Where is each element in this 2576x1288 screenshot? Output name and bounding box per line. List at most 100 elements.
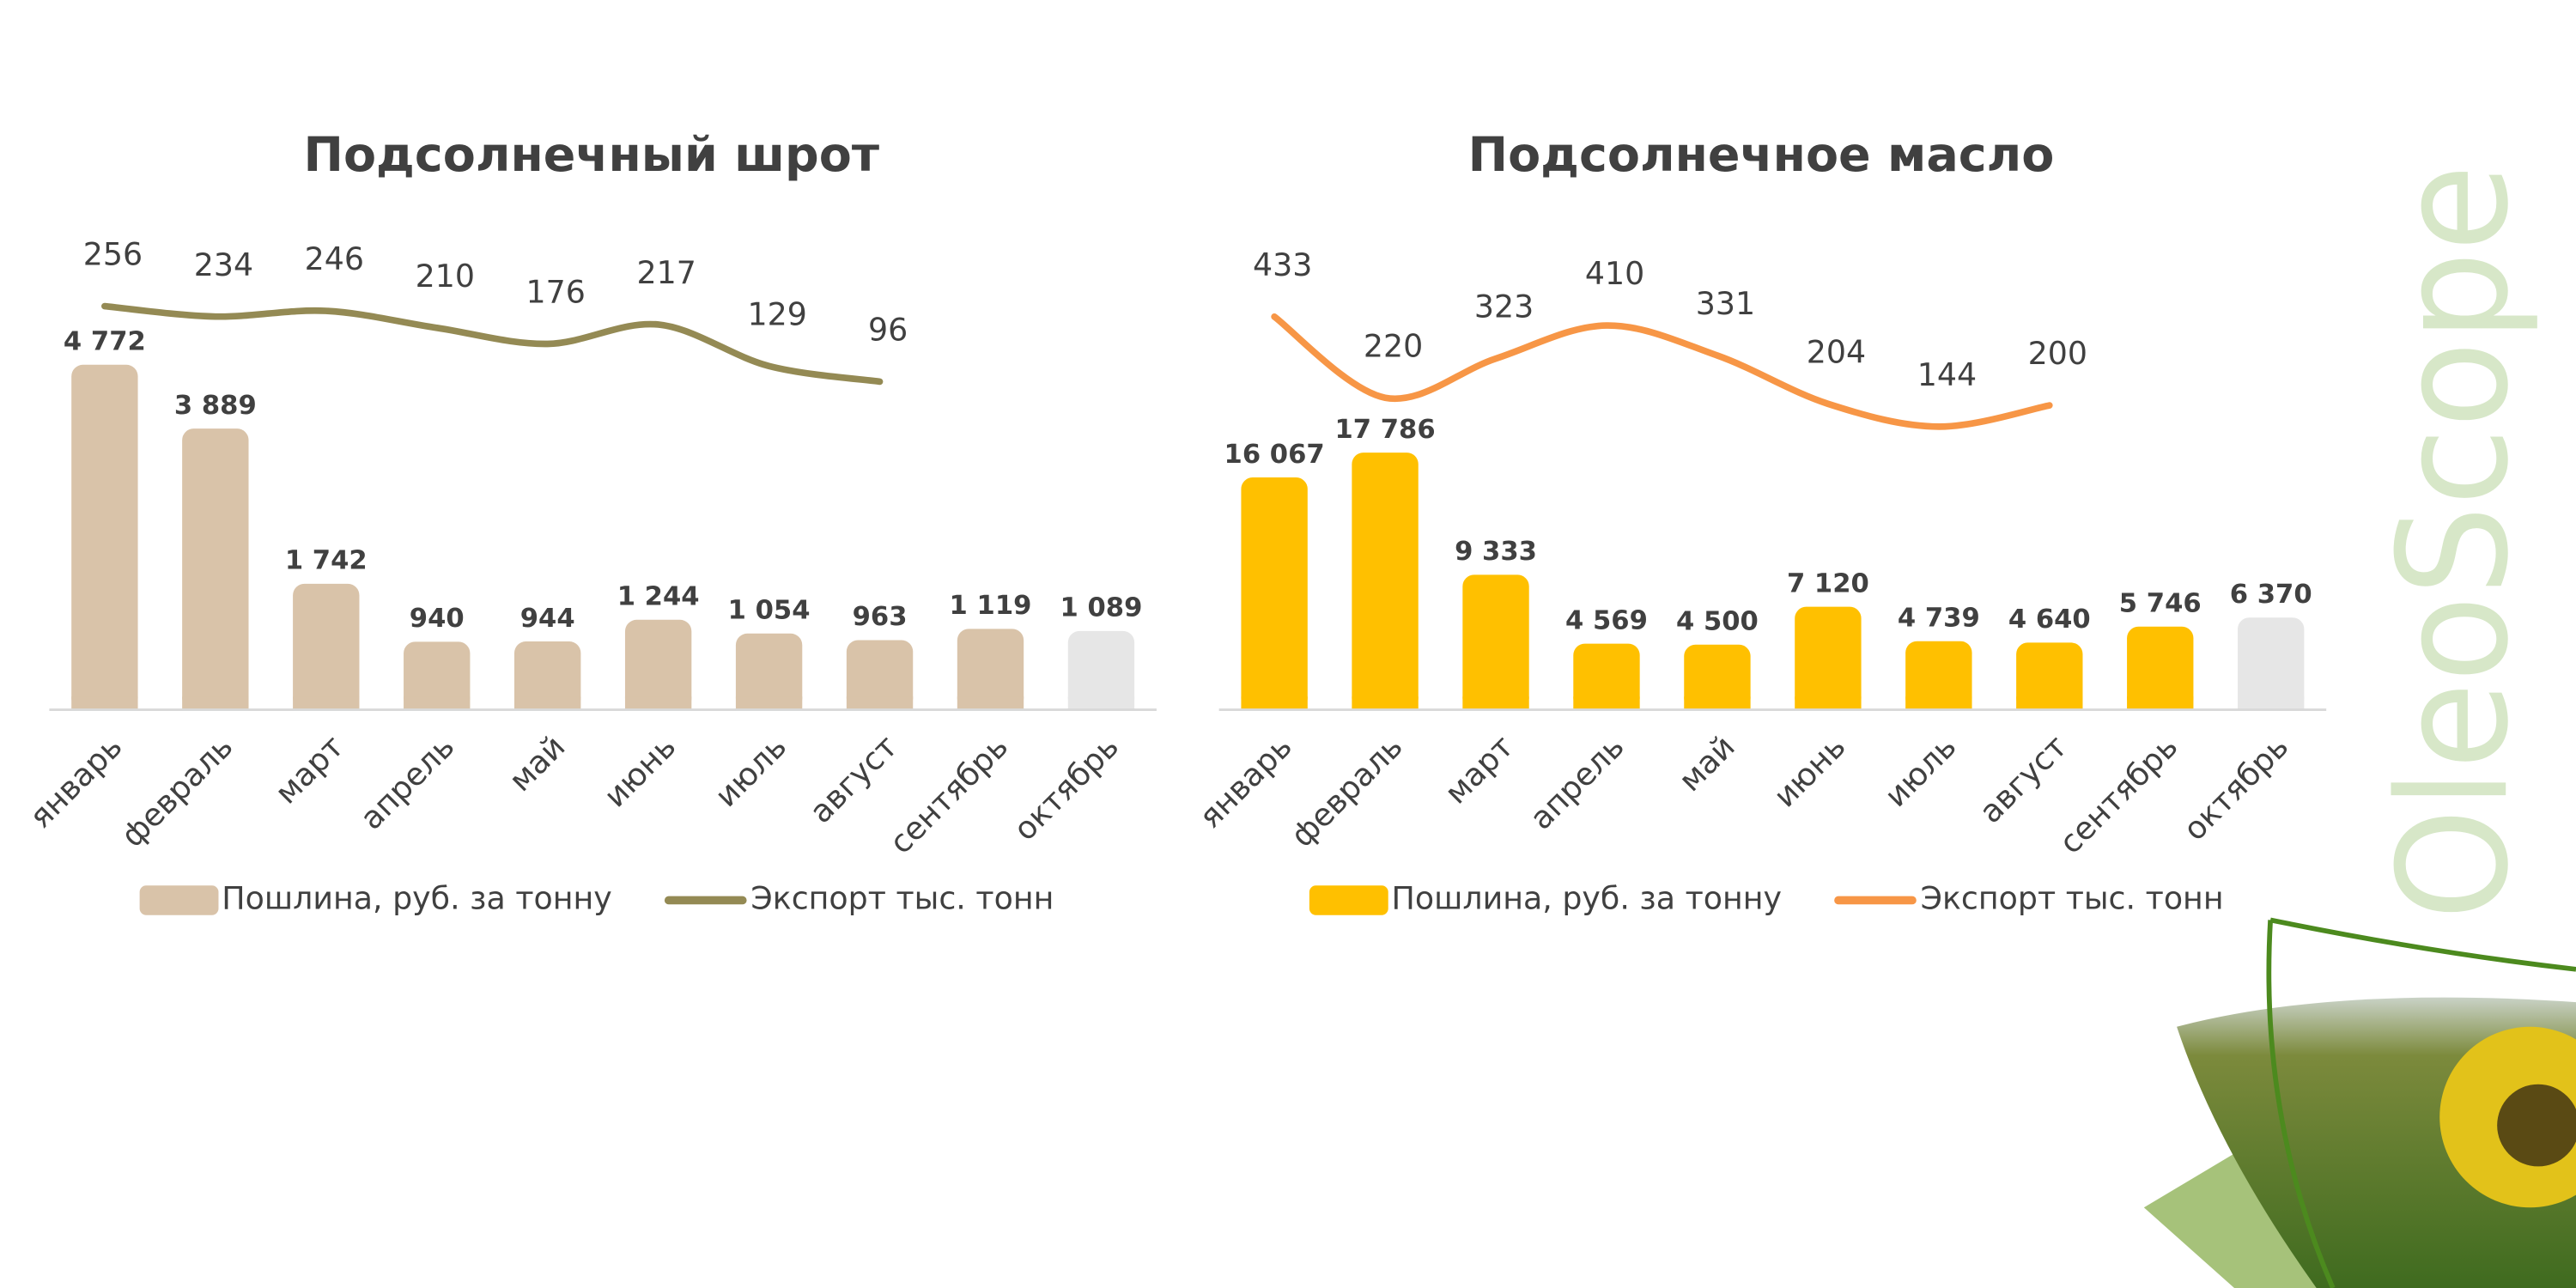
x-tick-label: апрель [1522, 728, 1631, 837]
data-label: 944 [520, 604, 575, 634]
bar-base [2238, 696, 2305, 710]
legend-label: Пошлина, руб. за тонну [222, 879, 612, 916]
bar-base [514, 696, 581, 710]
bar [2127, 626, 2194, 710]
data-label: 1 119 [950, 591, 1032, 621]
bar [846, 640, 914, 710]
line-label: 234 [194, 246, 253, 283]
leaf-decoration [2143, 1141, 2333, 1288]
chart-title: Подсолнечное масло [1468, 128, 2055, 183]
chart-title: Подсолнечный шрот [304, 128, 880, 183]
line-label: 204 [1807, 333, 1866, 370]
bar-base [2016, 696, 2083, 710]
bar-base [1352, 696, 1419, 710]
sunflower-center [2497, 1084, 2576, 1167]
bar [1241, 477, 1308, 710]
x-tick-label: июнь [1766, 728, 1853, 815]
data-label: 16 067 [1224, 440, 1325, 470]
bar-base [2127, 696, 2194, 710]
bar [2016, 642, 2083, 710]
x-tick-label: май [501, 728, 572, 799]
bar [514, 641, 581, 710]
x-tick-label: август [1971, 728, 2074, 830]
bar [1795, 606, 1862, 710]
x-tick-label: февраль [1284, 728, 1410, 854]
leaf-outline [2266, 917, 2576, 1288]
line [1271, 313, 2053, 430]
line-label: 323 [1474, 289, 1534, 325]
line-label: 129 [747, 295, 806, 332]
bar-base [735, 696, 803, 710]
data-label: 3 889 [174, 391, 257, 421]
line-label: 331 [1696, 285, 1755, 322]
legend-label: Пошлина, руб. за тонну [1392, 879, 1782, 916]
bar-base [293, 696, 360, 710]
bar-base [1573, 696, 1640, 710]
bar [404, 641, 471, 710]
bar [182, 428, 249, 710]
x-tick-label: март [1437, 728, 1521, 811]
bar-base [1462, 696, 1529, 710]
bar-base [404, 696, 471, 710]
bar [957, 629, 1024, 710]
x-tick-label: сентябрь [2052, 728, 2185, 861]
x-tick-label: январь [1192, 728, 1299, 835]
line-label: 433 [1253, 246, 1312, 283]
x-tick-label: май [1671, 728, 1741, 799]
data-label: 1 089 [1060, 593, 1143, 623]
legend-swatch [1309, 885, 1388, 915]
bar-base [1241, 696, 1308, 710]
data-label: 7 120 [1787, 568, 1869, 598]
bar [1684, 644, 1751, 710]
bar [1352, 453, 1419, 710]
line-label: 256 [83, 236, 143, 273]
x-tick-label: февраль [114, 728, 240, 854]
data-label: 4 569 [1565, 605, 1648, 635]
bar-base [1905, 696, 1972, 710]
bar-base [846, 696, 914, 710]
data-label: 5 746 [2119, 589, 2202, 619]
x-tick-label: июнь [597, 728, 683, 815]
data-label: 17 786 [1334, 415, 1435, 445]
bar-base [1684, 696, 1751, 710]
bar-base [1067, 696, 1135, 710]
data-label: 6 370 [2230, 580, 2312, 610]
line-label: 144 [1917, 356, 1977, 393]
bar [71, 364, 138, 710]
data-label: 940 [410, 604, 465, 634]
bar [2238, 617, 2305, 710]
bar [1462, 574, 1529, 710]
legend-label: Экспорт тыс. тонн [750, 879, 1054, 916]
data-label: 4 640 [2008, 605, 2091, 635]
data-label: 963 [853, 602, 908, 632]
data-label: 1 054 [728, 596, 811, 626]
line-label: 220 [1364, 327, 1423, 364]
data-label: 4 739 [1898, 604, 1980, 634]
bar-base [624, 696, 692, 710]
data-label: 1 742 [285, 546, 368, 576]
bar [1905, 641, 1972, 710]
line-label: 210 [416, 258, 475, 295]
bar [1067, 630, 1135, 710]
x-tick-label: июль [708, 728, 793, 814]
bar [1573, 643, 1640, 710]
data-label: 9 333 [1455, 537, 1537, 567]
line-label: 200 [2028, 335, 2087, 372]
x-tick-label: август [802, 728, 904, 830]
line-label: 176 [526, 274, 586, 311]
brand: OleoScope [2366, 164, 2542, 920]
x-tick-label: январь [22, 728, 130, 835]
bar-base [71, 696, 138, 710]
bar [624, 619, 692, 710]
line-label: 410 [1585, 255, 1644, 292]
x-tick-label: март [268, 728, 351, 811]
x-tick-label: октябрь [2176, 728, 2295, 848]
bar-base [957, 696, 1024, 710]
bar-base [1795, 696, 1862, 710]
data-label: 4 500 [1676, 607, 1759, 637]
x-tick-label: октябрь [1006, 728, 1126, 848]
x-tick-label: апрель [353, 728, 462, 837]
bar [293, 583, 360, 710]
